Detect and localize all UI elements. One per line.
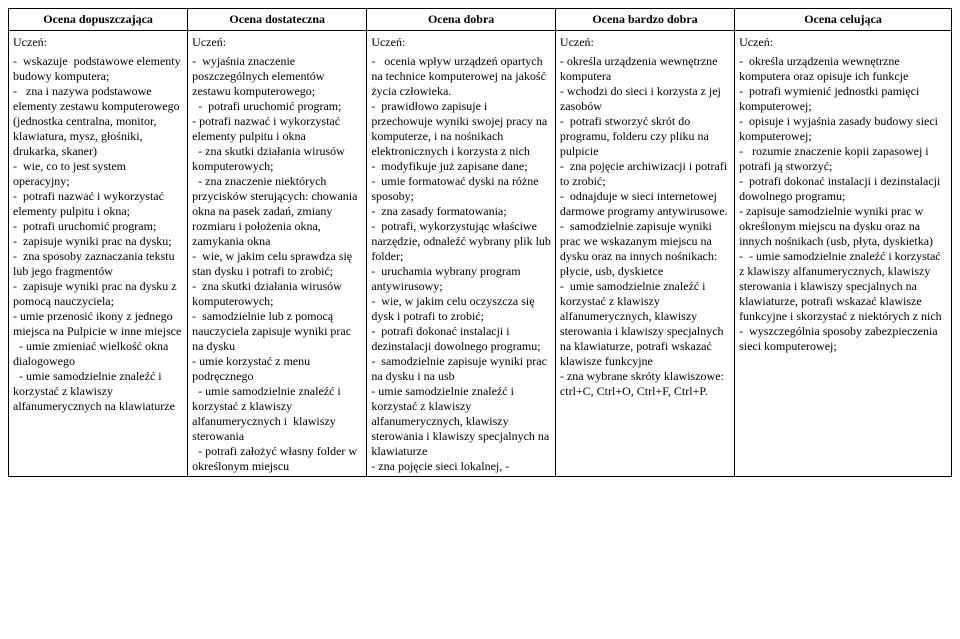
body-row: Uczeń: - wskazuje podstawowe elementy bu…	[9, 31, 952, 477]
header-cell-0: Ocena dopuszczająca	[9, 9, 188, 31]
cell-body-1: - wyjaśnia znaczenie poszczególnych elem…	[192, 54, 362, 474]
uczen-label-1: Uczeń:	[192, 35, 362, 50]
cell-4: Uczeń: - określa urządzenia wewnętrzne k…	[735, 31, 952, 477]
grades-table: Ocena dopuszczająca Ocena dostateczna Oc…	[8, 8, 952, 477]
cell-2: Uczeń: - ocenia wpływ urządzeń opartych …	[367, 31, 556, 477]
uczen-label-3: Uczeń:	[560, 35, 730, 50]
cell-3: Uczeń: - określa urządzenia wewnętrzne k…	[555, 31, 734, 477]
cell-body-0: - wskazuje podstawowe elementy budowy ko…	[13, 54, 183, 414]
cell-body-3: - określa urządzenia wewnętrzne komputer…	[560, 54, 730, 399]
cell-body-2: - ocenia wpływ urządzeń opartych na tech…	[371, 54, 551, 474]
uczen-label-4: Uczeń:	[739, 35, 947, 50]
cell-body-4: - określa urządzenia wewnętrzne komputer…	[739, 54, 947, 354]
header-cell-2: Ocena dobra	[367, 9, 556, 31]
cell-1: Uczeń: - wyjaśnia znaczenie poszczególny…	[188, 31, 367, 477]
uczen-label-2: Uczeń:	[371, 35, 551, 50]
header-row: Ocena dopuszczająca Ocena dostateczna Oc…	[9, 9, 952, 31]
header-cell-1: Ocena dostateczna	[188, 9, 367, 31]
header-cell-4: Ocena celująca	[735, 9, 952, 31]
cell-0: Uczeń: - wskazuje podstawowe elementy bu…	[9, 31, 188, 477]
uczen-label-0: Uczeń:	[13, 35, 183, 50]
header-cell-3: Ocena bardzo dobra	[555, 9, 734, 31]
